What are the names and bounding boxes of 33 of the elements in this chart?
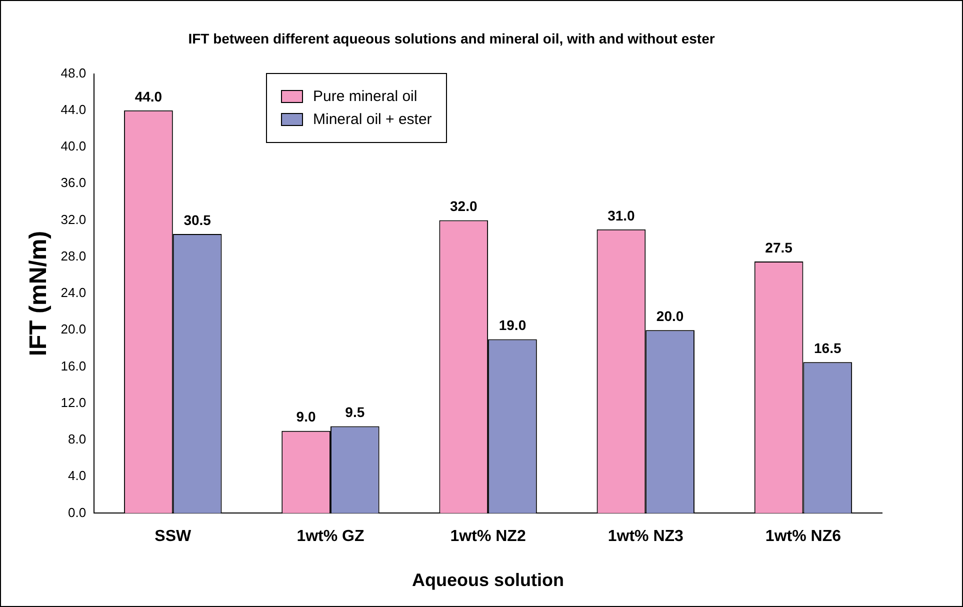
- y-tick-label: 24.0: [60, 285, 86, 300]
- y-tick-label: 32.0: [60, 212, 86, 227]
- legend-label: Pure mineral oil: [313, 88, 418, 105]
- x-tick-label: 1wt% NZ2: [450, 528, 526, 546]
- x-axis-title: Aqueous solution: [412, 570, 564, 590]
- y-tick-label: 40.0: [60, 138, 86, 154]
- data-label: 31.0: [608, 207, 636, 224]
- legend-label: Mineral oil + ester: [313, 111, 432, 128]
- y-tick-label: 36.0: [60, 175, 86, 190]
- y-tick-label: 0.0: [68, 504, 86, 520]
- x-tick-label: 1wt% NZ3: [608, 528, 684, 546]
- y-tick-label: 28.0: [60, 248, 86, 264]
- y-tick-label: 20.0: [60, 322, 86, 337]
- data-label: 16.5: [814, 340, 842, 356]
- x-tick-label: 1wt% GZ: [296, 528, 364, 546]
- data-label: 44.0: [134, 88, 162, 104]
- y-tick-label: 16.0: [60, 358, 86, 374]
- data-label: 32.0: [450, 198, 478, 214]
- chart-title: IFT between different aqueous solutions and mineral oil, with and without ester: [188, 30, 716, 46]
- data-label: 30.5: [184, 212, 212, 228]
- x-tick-label: SSW: [154, 528, 192, 546]
- y-tick-label: 8.0: [68, 432, 86, 447]
- y-tick-label: 44.0: [60, 102, 86, 117]
- data-label: 19.0: [498, 317, 526, 334]
- y-axis-title: IFT (mN/m): [25, 230, 52, 356]
- x-tick-label: 1wt% NZ6: [765, 528, 842, 546]
- y-tick-label: 4.0: [68, 468, 86, 484]
- data-label: 9.5: [345, 404, 365, 420]
- y-tick-label: 48.0: [60, 65, 86, 80]
- y-tick-label: 12.0: [60, 394, 86, 410]
- data-label: 9.0: [296, 408, 316, 425]
- data-label: 20.0: [656, 308, 684, 324]
- data-label: 27.5: [765, 239, 793, 256]
